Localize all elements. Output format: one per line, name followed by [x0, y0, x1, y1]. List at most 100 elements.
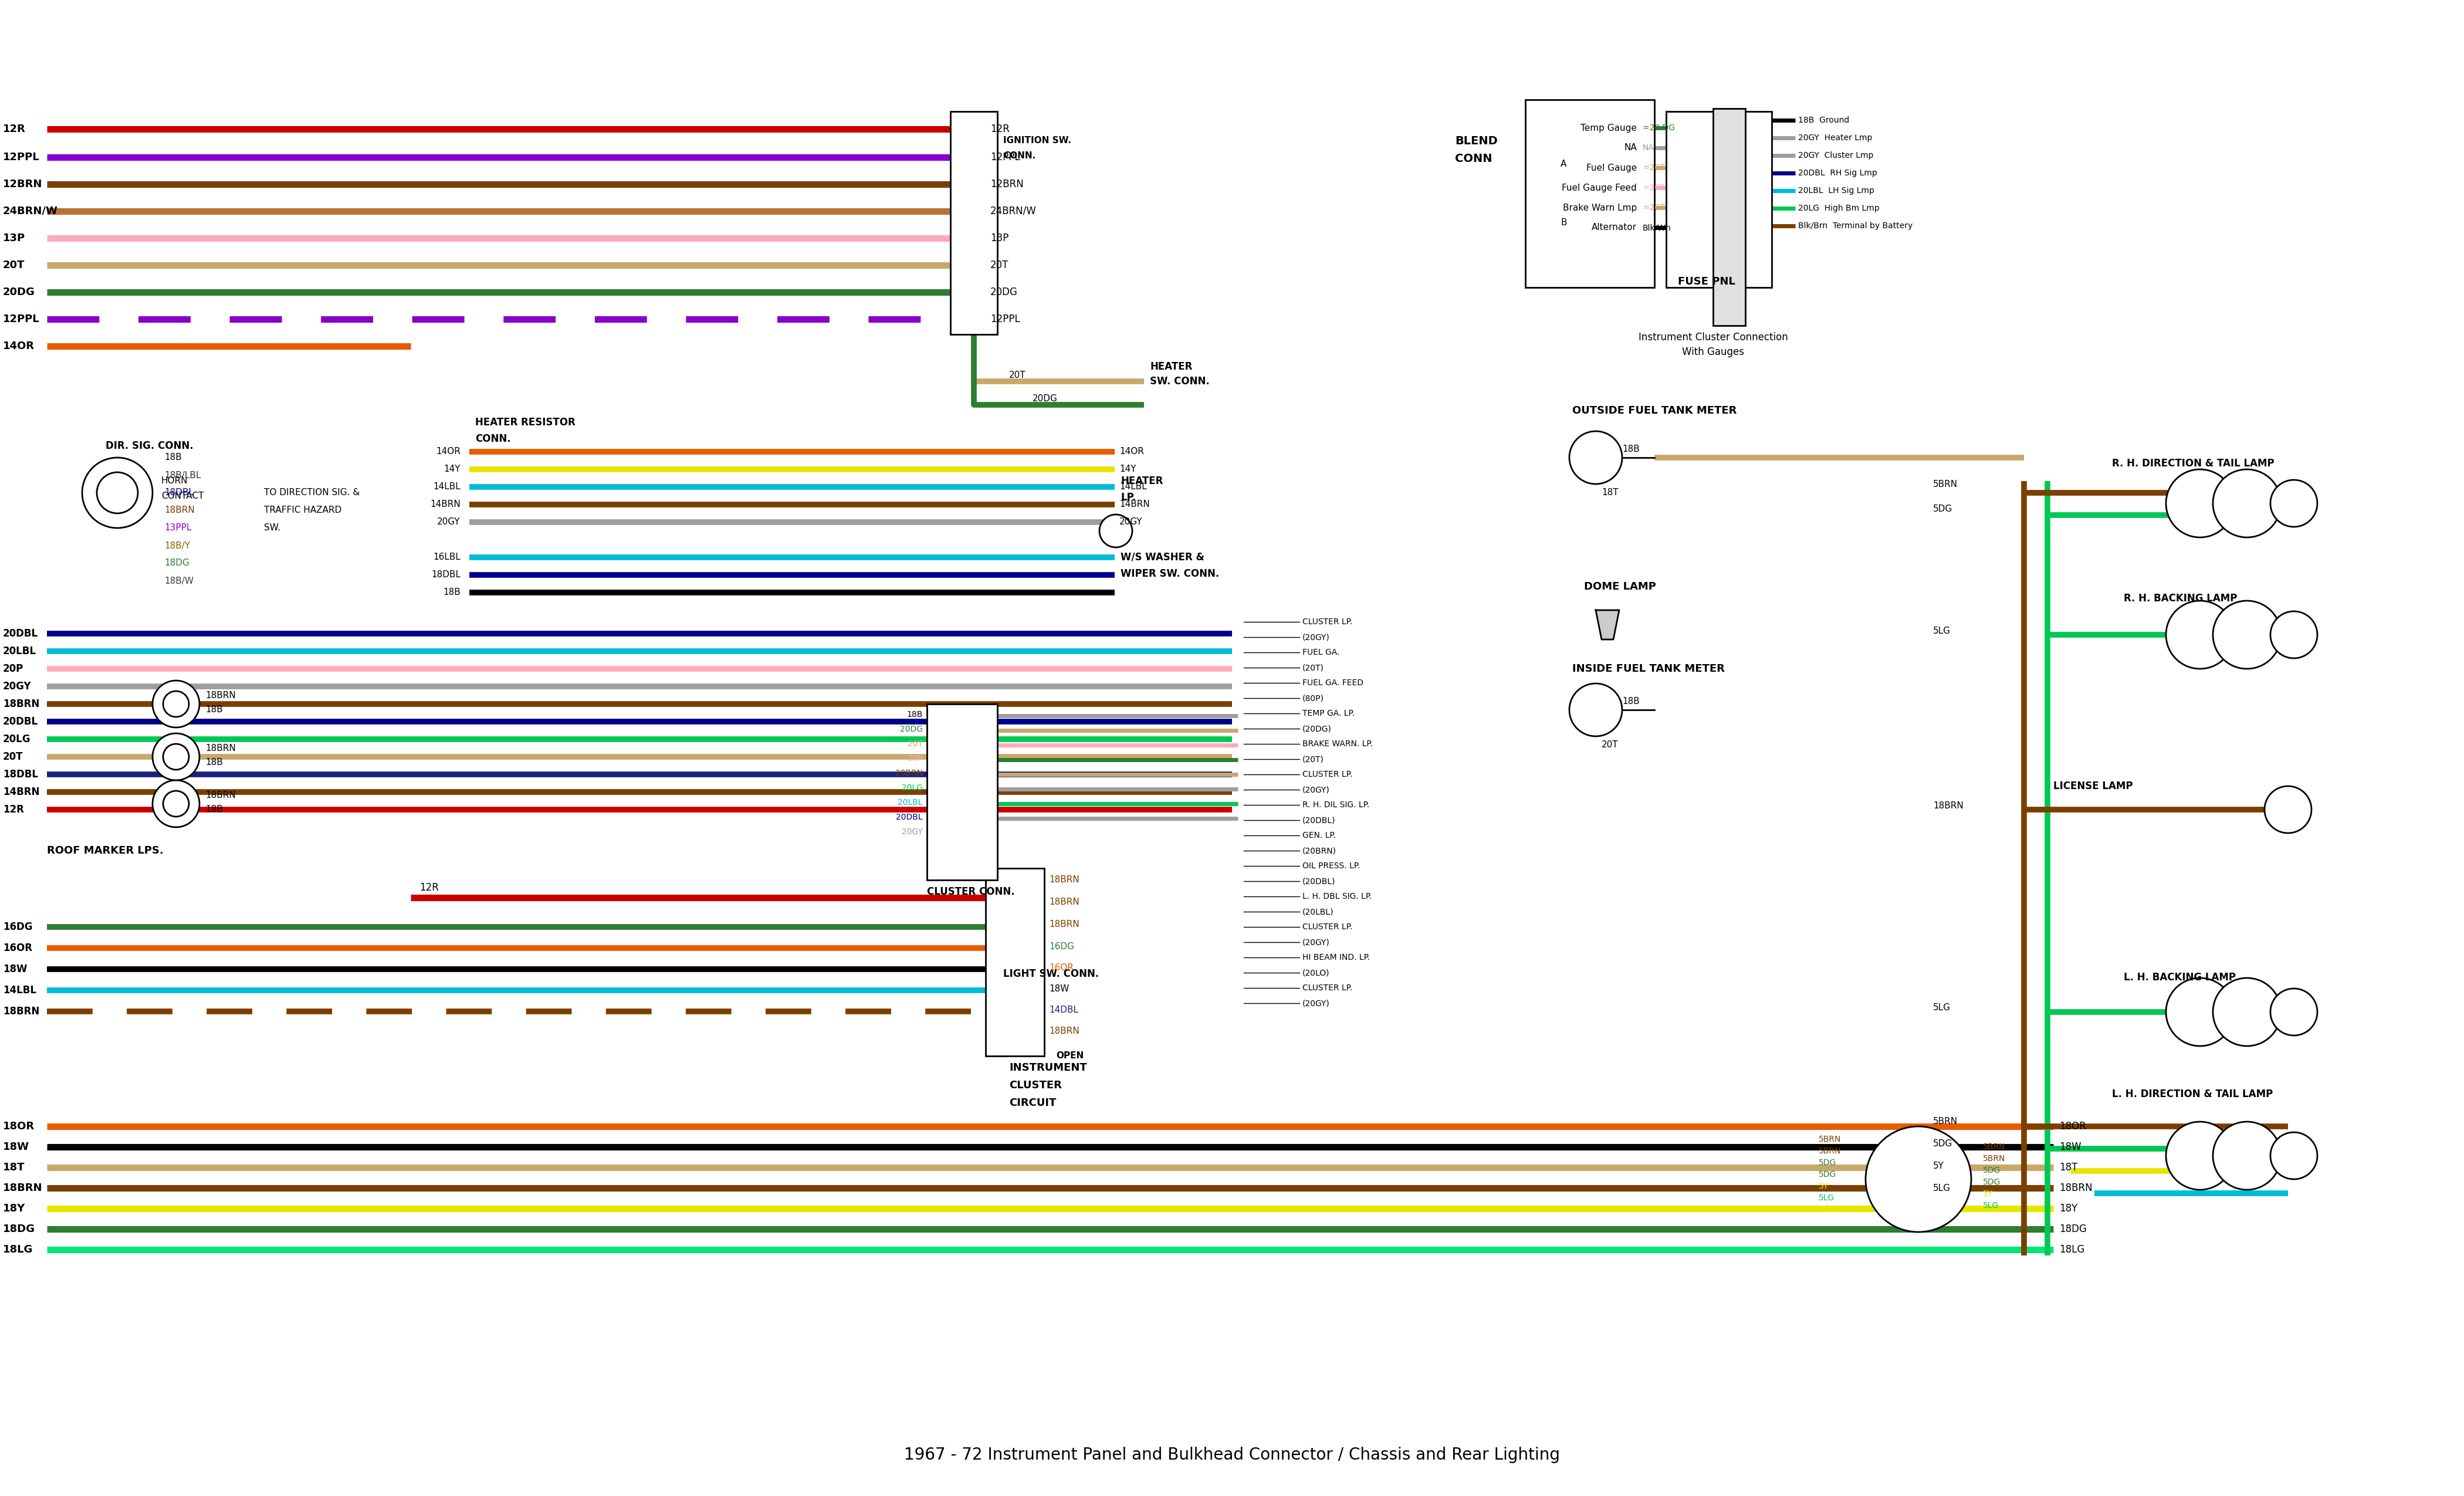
Text: 20T: 20T: [991, 260, 1008, 271]
Text: 12R: 12R: [2, 124, 25, 135]
Text: R. H. DIRECTION & TAIL LAMP: R. H. DIRECTION & TAIL LAMP: [2112, 458, 2274, 468]
Bar: [951, 112, 998, 335]
Text: 12PPL: 12PPL: [991, 314, 1020, 325]
Text: HEATER: HEATER: [1121, 476, 1163, 486]
Text: 18OR: 18OR: [2060, 1121, 2087, 1131]
Text: LICENSE LAMP: LICENSE LAMP: [2053, 781, 2134, 791]
Text: 18DG: 18DG: [165, 560, 190, 567]
Text: 1967 - 72 Instrument Panel and Bulkhead Connector / Chassis and Rear Lighting: 1967 - 72 Instrument Panel and Bulkhead …: [904, 1447, 1560, 1463]
Text: =20 DG: =20 DG: [1643, 124, 1676, 132]
Text: With Gauges: With Gauges: [1683, 347, 1745, 358]
Text: =20T: =20T: [1643, 163, 1666, 172]
Text: 20GY: 20GY: [2, 681, 32, 691]
Text: 18DG: 18DG: [2060, 1224, 2087, 1234]
Circle shape: [2269, 1132, 2316, 1179]
Text: DOME LAMP: DOME LAMP: [1584, 582, 1656, 592]
Text: 5BRN: 5BRN: [1984, 1143, 2006, 1150]
Text: 20DBL: 20DBL: [2, 717, 39, 727]
Text: =20P: =20P: [1643, 184, 1666, 191]
Text: CLUSTER CONN.: CLUSTER CONN.: [926, 887, 1015, 898]
Text: Brake Warn Lmp: Brake Warn Lmp: [1562, 203, 1636, 212]
Circle shape: [163, 791, 190, 817]
Text: 14OR: 14OR: [2, 341, 34, 352]
Text: (20GY): (20GY): [1303, 785, 1331, 794]
Text: (20GY): (20GY): [1303, 999, 1331, 1007]
Text: 20DG: 20DG: [991, 287, 1018, 298]
Text: 5DG: 5DG: [1934, 1140, 1951, 1149]
Text: 18Y: 18Y: [2, 1203, 25, 1213]
Circle shape: [2269, 989, 2316, 1035]
Text: 20GY: 20GY: [902, 827, 924, 836]
Text: HI BEAM IND. LP.: HI BEAM IND. LP.: [1303, 953, 1370, 962]
Text: (20LBL): (20LBL): [1303, 908, 1333, 916]
Text: (20LO): (20LO): [1303, 968, 1331, 977]
Text: 18B: 18B: [907, 711, 924, 718]
Text: FUSE PNL: FUSE PNL: [1678, 277, 1735, 287]
Text: 18BRN: 18BRN: [2, 1183, 42, 1194]
Text: 18W: 18W: [2, 1141, 30, 1152]
Text: Fuel Gauge Feed: Fuel Gauge Feed: [1562, 184, 1636, 191]
Text: 18B/Y: 18B/Y: [165, 542, 190, 551]
Text: R. H. DIL SIG. LP.: R. H. DIL SIG. LP.: [1303, 800, 1370, 809]
Text: 20DG: 20DG: [899, 726, 924, 733]
Text: (20T): (20T): [1303, 755, 1323, 763]
Text: CLUSTER LP.: CLUSTER LP.: [1303, 984, 1353, 992]
Text: W/S WASHER &: W/S WASHER &: [1121, 552, 1205, 562]
Text: 20LBL  LH Sig Lmp: 20LBL LH Sig Lmp: [1799, 187, 1875, 194]
Text: Blk/Wh: Blk/Wh: [1643, 223, 1671, 232]
Text: 12R: 12R: [2, 805, 25, 815]
Text: OUTSIDE FUEL TANK METER: OUTSIDE FUEL TANK METER: [1572, 405, 1737, 416]
Text: 18B: 18B: [1621, 444, 1639, 453]
Text: HEATER: HEATER: [1151, 362, 1193, 373]
Text: FUEL GA.: FUEL GA.: [1303, 648, 1340, 657]
Text: 18BRN: 18BRN: [2, 1007, 39, 1017]
Circle shape: [1570, 684, 1621, 736]
Text: ROOF MARKER LPS.: ROOF MARKER LPS.: [47, 845, 163, 856]
Text: 16DG: 16DG: [1050, 942, 1074, 951]
Text: 20P: 20P: [907, 754, 924, 763]
Text: CONN.: CONN.: [1003, 151, 1035, 160]
Text: 18DG: 18DG: [2, 1224, 34, 1234]
Text: 24BRN/W: 24BRN/W: [991, 206, 1037, 217]
Circle shape: [2166, 601, 2235, 669]
Text: (20DBL): (20DBL): [1303, 815, 1335, 824]
Text: 16OR: 16OR: [2, 942, 32, 953]
Text: 20T: 20T: [907, 741, 924, 748]
Text: 18W: 18W: [2, 963, 27, 974]
Text: SW.: SW.: [264, 524, 281, 533]
Text: BLEND: BLEND: [1454, 135, 1498, 147]
Text: CLUSTER LP.: CLUSTER LP.: [1303, 618, 1353, 625]
Text: 20DBL: 20DBL: [2, 628, 39, 639]
Text: 5BRN: 5BRN: [1934, 480, 1959, 488]
Polygon shape: [1597, 610, 1619, 639]
Text: 18OR: 18OR: [2, 1121, 34, 1131]
Circle shape: [96, 473, 138, 513]
Circle shape: [2213, 978, 2282, 1046]
Text: 18BRN: 18BRN: [2060, 1183, 2092, 1194]
Text: 20T: 20T: [2, 751, 22, 761]
Text: 20LG: 20LG: [2, 735, 30, 745]
Text: 20LBL: 20LBL: [897, 799, 924, 806]
Text: 5DG: 5DG: [1984, 1167, 2001, 1174]
Text: NA: NA: [1624, 144, 1636, 153]
Text: 5BRN: 5BRN: [1934, 1118, 1959, 1126]
Bar: [1712, 109, 1745, 326]
Text: 18W: 18W: [2060, 1141, 2082, 1152]
Text: 5LG: 5LG: [1934, 1185, 1951, 1192]
Text: BRAKE WARN. LP.: BRAKE WARN. LP.: [1303, 741, 1372, 748]
Text: 18B/W: 18B/W: [165, 576, 195, 585]
Circle shape: [2166, 1122, 2235, 1189]
Text: 14DBL: 14DBL: [1050, 1005, 1079, 1014]
Text: Blk/Brn  Terminal by Battery: Blk/Brn Terminal by Battery: [1799, 221, 1912, 230]
Text: 18Y: 18Y: [2060, 1203, 2077, 1213]
Text: 16LBL: 16LBL: [434, 554, 461, 561]
Text: 5DG: 5DG: [1818, 1159, 1836, 1167]
Text: CONN.: CONN.: [476, 434, 510, 444]
Text: 14BRN: 14BRN: [1119, 500, 1151, 509]
Circle shape: [2213, 470, 2282, 537]
Text: 12BRN: 12BRN: [991, 180, 1023, 190]
Text: =20T: =20T: [1643, 203, 1666, 212]
Text: 18DBL: 18DBL: [431, 570, 461, 579]
Text: (20GY): (20GY): [1303, 938, 1331, 947]
Text: (20T): (20T): [1303, 664, 1323, 672]
